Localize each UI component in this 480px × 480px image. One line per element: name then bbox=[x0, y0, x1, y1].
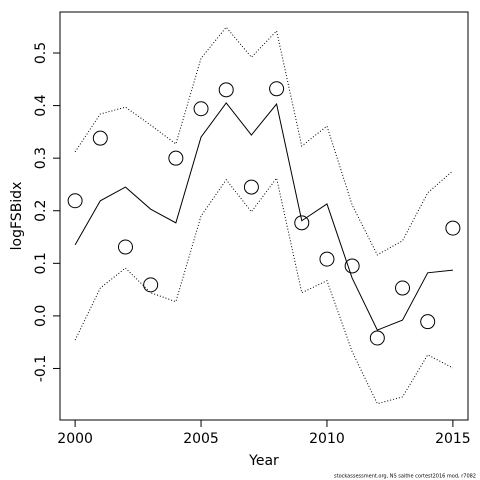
y-tick-label: 0.0 bbox=[33, 305, 49, 327]
y-axis-label: logFSBidx bbox=[9, 182, 25, 251]
y-tick-label: 0.4 bbox=[33, 94, 49, 116]
point bbox=[395, 280, 411, 296]
point bbox=[319, 251, 335, 267]
x-tick-label: 2005 bbox=[183, 431, 219, 447]
point bbox=[344, 258, 360, 274]
point bbox=[117, 239, 133, 255]
point bbox=[193, 101, 209, 117]
point bbox=[445, 220, 461, 236]
point bbox=[243, 179, 259, 195]
x-tick-label: 2015 bbox=[435, 431, 471, 447]
y-tick-label: 0.1 bbox=[33, 252, 49, 274]
confidence-line bbox=[74, 26, 454, 256]
point bbox=[92, 130, 108, 146]
point bbox=[420, 314, 436, 330]
y-tick-label: 0.2 bbox=[33, 200, 49, 222]
point bbox=[294, 215, 310, 231]
point bbox=[67, 193, 83, 209]
point bbox=[218, 82, 234, 98]
point bbox=[369, 330, 385, 346]
point bbox=[269, 81, 285, 97]
x-axis-label: Year bbox=[248, 453, 279, 469]
estimate-line bbox=[74, 102, 453, 331]
plot-frame bbox=[59, 11, 469, 421]
x-tick-label: 2000 bbox=[57, 431, 93, 447]
y-tick-label: -0.1 bbox=[33, 355, 49, 382]
y-tick-label: 0.5 bbox=[33, 42, 49, 64]
point bbox=[168, 150, 184, 166]
point bbox=[143, 277, 159, 293]
footnote: stockassessment.org, NS saithe cortest20… bbox=[334, 474, 476, 480]
y-tick-label: 0.3 bbox=[33, 147, 49, 169]
x-tick-label: 2010 bbox=[309, 431, 345, 447]
